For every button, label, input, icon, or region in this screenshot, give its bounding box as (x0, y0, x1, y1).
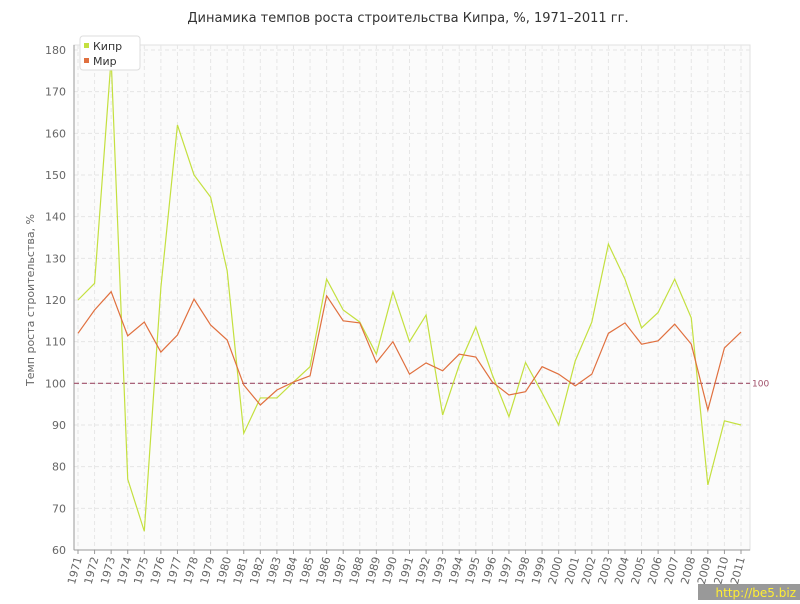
watermark-bg (698, 584, 800, 600)
y-tick-label: 150 (45, 169, 66, 182)
legend-marker (84, 58, 89, 63)
y-tick-label: 170 (45, 86, 66, 99)
watermark: http://be5.biz (716, 586, 796, 600)
y-tick-label: 180 (45, 44, 66, 57)
y-tick-label: 140 (45, 211, 66, 224)
y-tick-label: 130 (45, 252, 66, 265)
y-tick-label: 60 (52, 544, 66, 557)
legend-marker (84, 43, 89, 48)
plot-area (73, 44, 751, 551)
series-line (77, 58, 742, 532)
y-tick-label: 100 (45, 377, 66, 390)
y-tick-label: 90 (52, 419, 66, 432)
reference-label: 100 (752, 379, 769, 389)
y-tick-label: 160 (45, 127, 66, 140)
chart-title: Динамика темпов роста строительства Кипр… (187, 11, 628, 26)
series-line (77, 290, 742, 413)
y-axis-title: Темп роста строительства, % (24, 214, 37, 387)
x-tick-label: 2011 (728, 555, 748, 585)
legend-label: Мир (93, 55, 117, 68)
legend-label: Кипр (93, 40, 122, 53)
y-tick-label: 80 (52, 461, 66, 474)
legend-box (79, 35, 141, 71)
y-tick-label: 120 (45, 294, 66, 307)
y-tick-label: 70 (52, 502, 66, 515)
y-tick-label: 110 (45, 336, 66, 349)
